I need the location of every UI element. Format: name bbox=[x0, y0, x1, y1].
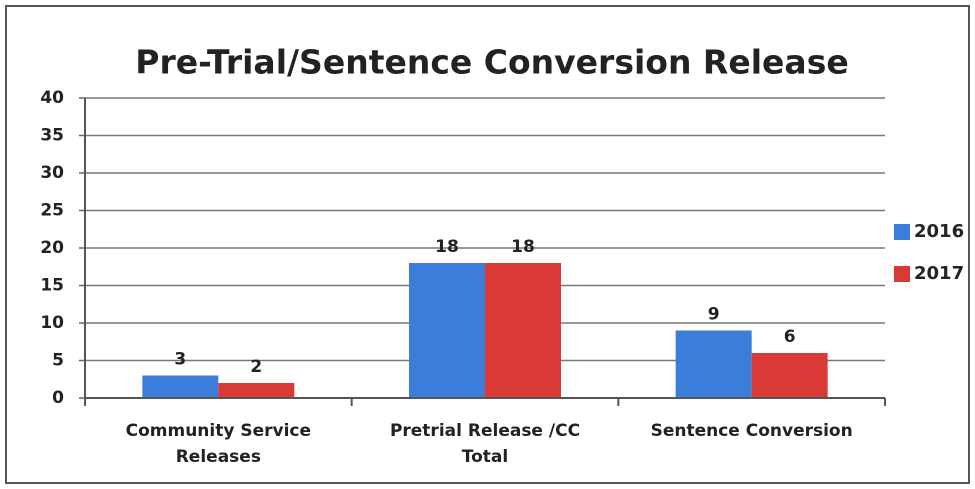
chart-title: Pre-Trial/Sentence Conversion Release bbox=[135, 43, 848, 82]
bar bbox=[675, 330, 752, 398]
y-tick-label: 10 bbox=[40, 313, 64, 333]
value-label: 18 bbox=[435, 237, 459, 257]
value-label: 6 bbox=[784, 327, 796, 347]
x-tick-label: Sentence Conversion bbox=[650, 421, 853, 441]
y-tick-label: 25 bbox=[40, 201, 64, 221]
y-tick-label: 15 bbox=[40, 276, 64, 296]
y-tick-label: 35 bbox=[40, 126, 64, 146]
value-label: 9 bbox=[708, 305, 720, 325]
frame bbox=[5, 5, 970, 484]
bar bbox=[485, 263, 561, 398]
bar bbox=[218, 383, 295, 398]
value-label: 18 bbox=[511, 237, 535, 257]
y-tick-label: 0 bbox=[52, 388, 64, 408]
value-label: 3 bbox=[174, 350, 186, 370]
legend-swatch bbox=[894, 224, 910, 240]
y-tick-label: 20 bbox=[40, 238, 64, 258]
bar bbox=[409, 263, 485, 398]
bar bbox=[751, 353, 828, 398]
x-tick-label: Community Service Releases bbox=[125, 421, 312, 467]
value-label: 2 bbox=[250, 357, 262, 377]
y-tick-label: 40 bbox=[40, 88, 64, 108]
y-tick-label: 30 bbox=[40, 163, 64, 183]
legend-swatch bbox=[894, 266, 910, 282]
x-tick-label: Pretrial Release /CC Total bbox=[389, 421, 581, 467]
y-tick-label: 5 bbox=[52, 351, 64, 371]
legend-label: 2016 bbox=[914, 221, 964, 242]
legend-label: 2017 bbox=[914, 263, 964, 284]
bar bbox=[142, 375, 219, 398]
